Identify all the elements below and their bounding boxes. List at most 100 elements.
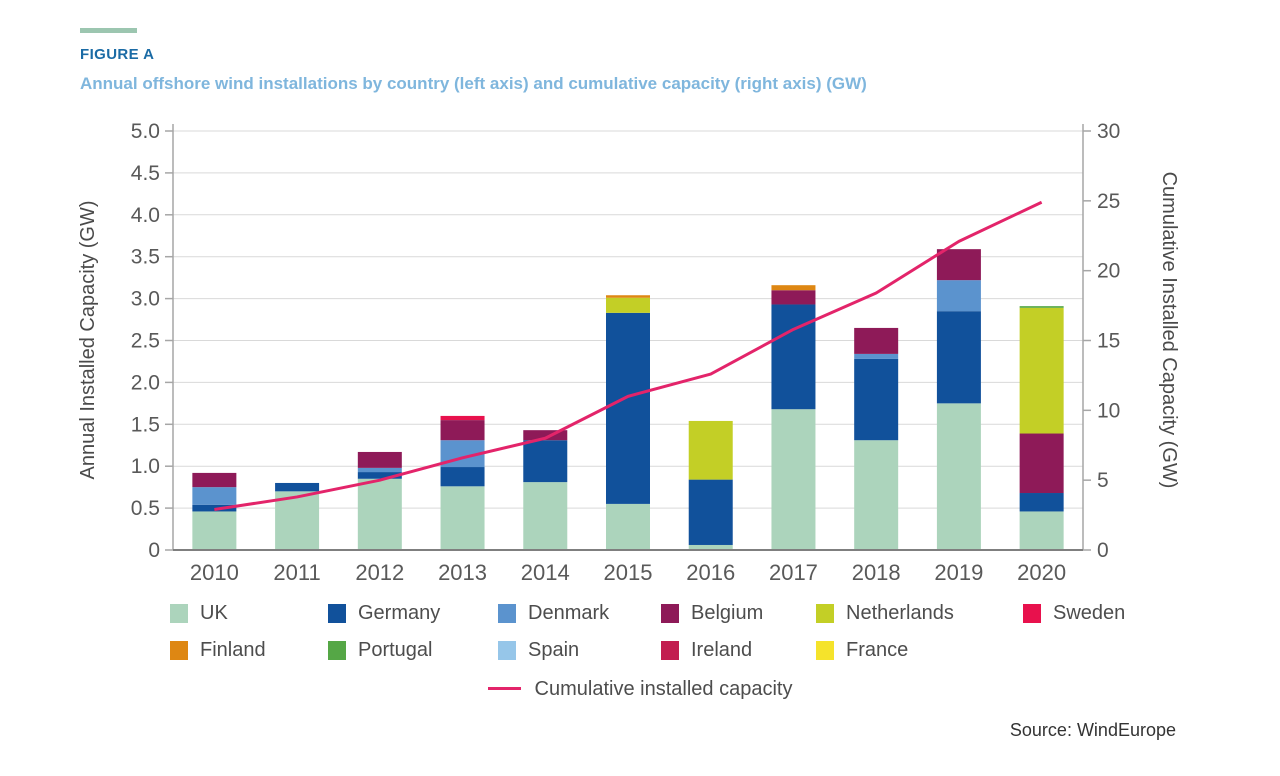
right-axis-tick-label: 25: [1097, 190, 1120, 213]
legend-label: Spain: [528, 639, 580, 661]
legend-swatch-france: [816, 641, 834, 660]
bar-segment-uk-2014: [523, 482, 568, 550]
x-axis-label: 2019: [934, 560, 983, 585]
legend-item-finland: Finland: [170, 639, 328, 662]
left-axis-tick-label: 3.0: [131, 288, 160, 311]
right-axis-tick-label: 30: [1097, 120, 1120, 143]
legend-item-france: France: [816, 639, 1023, 662]
bar-segment-germany-2019: [936, 311, 981, 404]
right-axis-tick-label: 0: [1097, 539, 1109, 562]
cumulative-line: [214, 200, 1043, 511]
legend-item-ireland: Ireland: [661, 639, 816, 662]
bar-segment-denmark-2018: [854, 353, 899, 359]
legend-swatch-portugal: [328, 641, 346, 660]
bar-segment-belgium-2013: [440, 420, 485, 441]
legend-item-sweden: Sweden: [1023, 602, 1125, 625]
bar-segment-finland-2015: [606, 295, 650, 298]
bar-segment-uk-2017: [771, 409, 816, 550]
right-axis-tick-label: 20: [1097, 260, 1120, 283]
figure-label: FIGURE A: [80, 46, 155, 63]
x-axis-label: 2016: [686, 560, 735, 585]
legend-label: Ireland: [691, 639, 753, 661]
bar-segment-uk-2016: [688, 544, 733, 550]
bar-segment-belgium-2014: [523, 430, 568, 441]
bar-segment-germany-2015: [606, 312, 650, 504]
legend-label: Belgium: [691, 602, 764, 624]
legend-item-uk: UK: [170, 602, 328, 625]
line-series-label: Cumulative installed capacity: [534, 678, 793, 700]
bar-segment-uk-2020: [1019, 511, 1064, 550]
bar-segment-belgium-2012: [357, 451, 402, 468]
bar-segment-uk-2010: [192, 511, 237, 550]
right-axis-tick-label: 5: [1097, 469, 1109, 492]
chart-canvas: 00.51.01.52.02.53.03.54.04.55.0051015202…: [77, 120, 1180, 585]
legend-swatch-sweden: [1023, 604, 1041, 623]
legend-item-portugal: Portugal: [328, 639, 498, 662]
left-axis-tick-label: 4.5: [131, 162, 160, 185]
legend-label: Germany: [358, 602, 441, 624]
x-axis-label: 2015: [604, 560, 653, 585]
legend-swatch-belgium: [661, 604, 679, 623]
legend-label: Netherlands: [846, 602, 954, 624]
left-axis-tick-label: 2.0: [131, 371, 160, 394]
bar-segment-germany-2016: [688, 479, 733, 545]
bar-segment-germany-2017: [771, 304, 816, 410]
left-axis-tick-label: 5.0: [131, 120, 160, 143]
legend-label: Finland: [200, 639, 266, 661]
x-axis-label: 2012: [355, 560, 404, 585]
bar-segment-belgium-2010: [192, 472, 237, 488]
right-axis-title: Cumulative Installed Capacity (GW): [1158, 172, 1180, 489]
bar-segment-belgium-2019: [936, 249, 981, 281]
bar-segment-finland-2017: [771, 285, 816, 291]
left-axis-tick-label: 0: [148, 539, 160, 562]
left-axis-tick-label: 1.5: [131, 413, 160, 436]
bar-segment-germany-2012: [357, 472, 402, 479]
right-axis-tick-label: 15: [1097, 330, 1120, 353]
bar-segment-portugal-2020: [1019, 306, 1064, 308]
legend-label: UK: [200, 602, 228, 624]
x-axis-label: 2011: [273, 560, 320, 585]
chart-title: Annual offshore wind installations by co…: [80, 74, 867, 93]
bar-segment-uk-2018: [854, 440, 899, 550]
source-credit: Source: WindEurope: [1009, 720, 1176, 740]
left-axis-tick-label: 1.0: [131, 455, 160, 478]
legend-swatch-denmark: [498, 604, 516, 623]
bar-segment-uk-2012: [357, 478, 402, 550]
bar-segment-belgium-2017: [771, 290, 816, 305]
x-axis-label: 2014: [521, 560, 570, 585]
legend-line-entry: Cumulative installed capacity: [0, 678, 1280, 701]
left-axis-tick-label: 4.0: [131, 204, 160, 227]
legend: UK Germany Denmark Belgium Netherlands Sweden…: [170, 602, 1125, 662]
bar-segment-germany-2014: [523, 440, 568, 483]
bar-segment-denmark-2012: [357, 467, 402, 473]
left-axis-tick-label: 3.5: [131, 246, 160, 269]
right-axis-tick-label: 10: [1097, 399, 1120, 422]
bar-segment-netherlands-2020: [1019, 307, 1064, 434]
bar-segment-germany-2020: [1019, 493, 1064, 512]
line-series-swatch: [487, 686, 521, 690]
legend-swatch-finland: [170, 641, 188, 660]
legend-label: France: [846, 639, 909, 661]
legend-item-germany: Germany: [328, 602, 498, 625]
left-axis-tick-label: 2.5: [131, 330, 160, 353]
x-axis-label: 2017: [769, 560, 818, 585]
bar-segment-germany-2018: [854, 358, 899, 441]
bar-segment-uk-2011: [275, 491, 320, 550]
legend-item-netherlands: Netherlands: [816, 602, 1023, 625]
bar-segment-germany-2013: [440, 467, 485, 487]
legend-swatch-uk: [170, 604, 188, 623]
legend-item-denmark: Denmark: [498, 602, 661, 625]
accent-bar: [80, 28, 137, 33]
legend-label: Denmark: [528, 602, 610, 624]
x-axis-label: 2010: [190, 560, 239, 585]
x-axis-label: 2018: [852, 560, 901, 585]
bar-segment-germany-2011: [275, 482, 320, 492]
legend-swatch-netherlands: [816, 604, 834, 623]
legend-swatch-germany: [328, 604, 346, 623]
left-axis-title: Annual Installed Capacity (GW): [77, 200, 99, 479]
bar-segment-uk-2013: [440, 486, 485, 550]
legend-item-spain: Spain: [498, 639, 661, 662]
bar-segment-netherlands-2015: [606, 297, 650, 313]
bar-segment-netherlands-2016: [688, 420, 733, 480]
